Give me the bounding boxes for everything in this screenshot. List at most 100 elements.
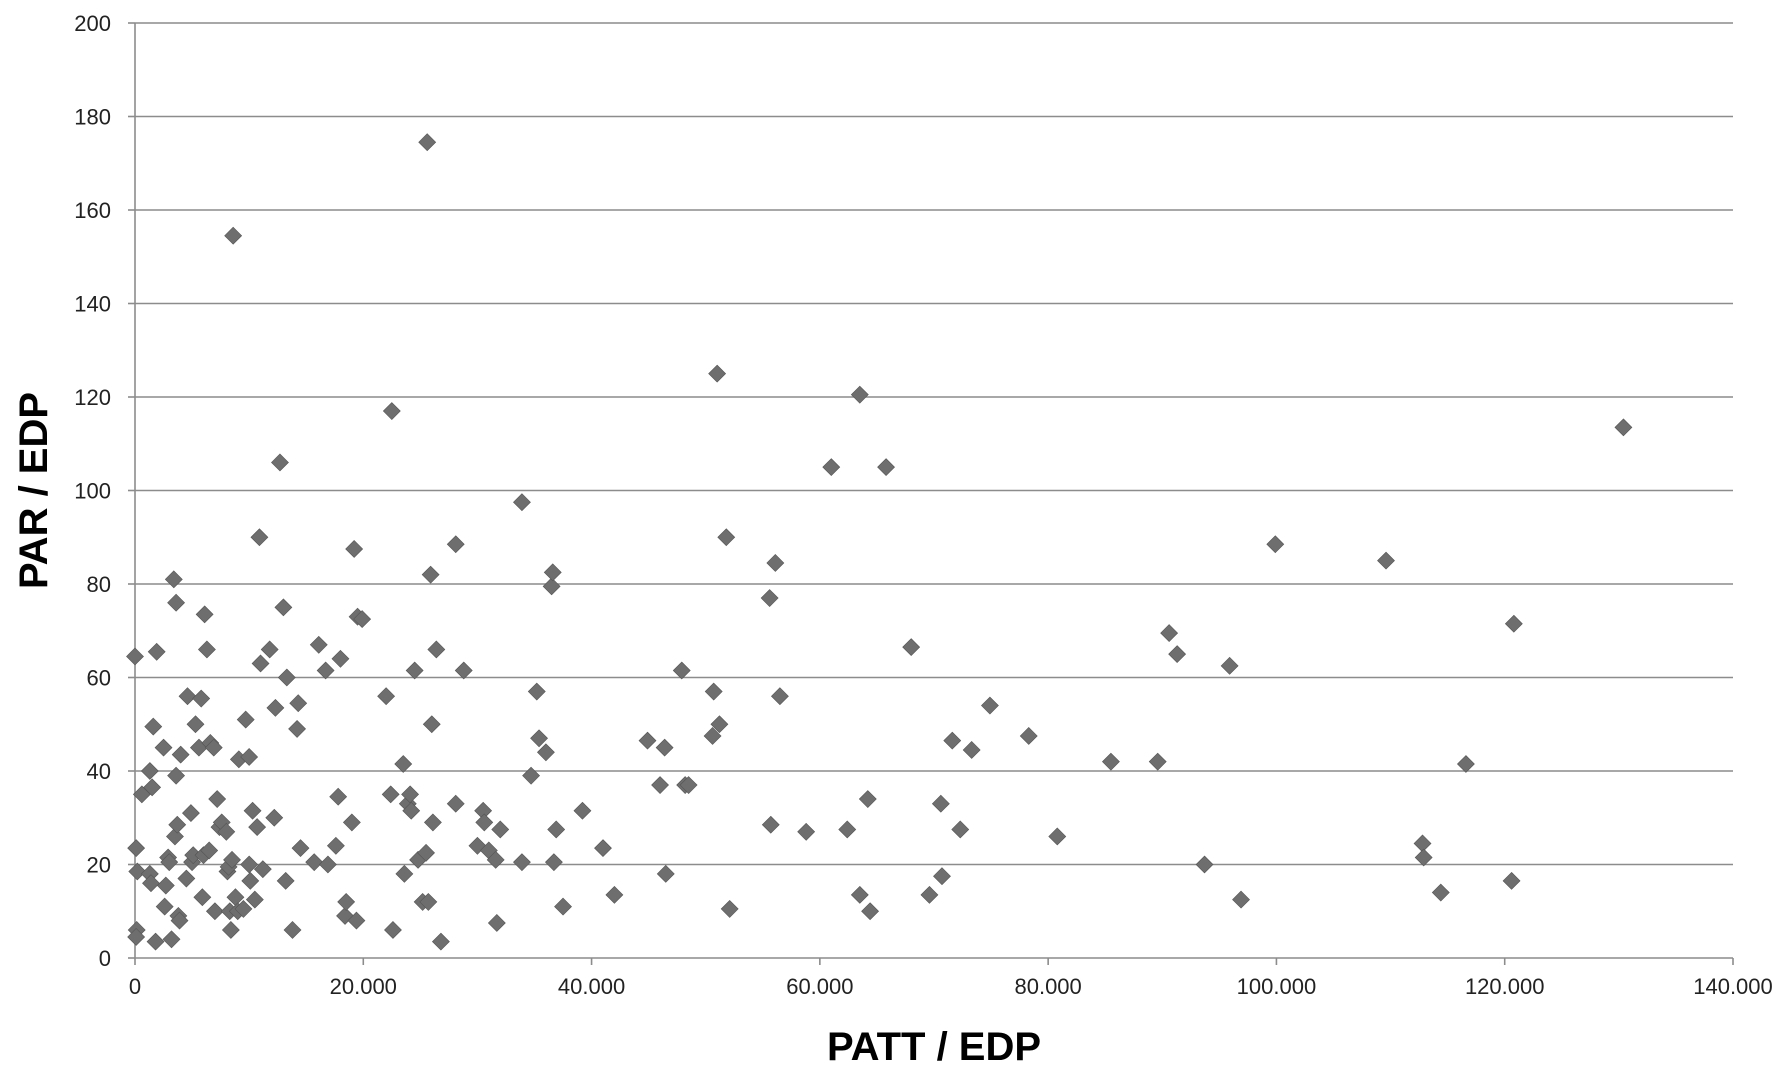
data-point — [720, 899, 739, 918]
data-point — [877, 458, 895, 477]
data-point — [250, 528, 269, 547]
data-point — [253, 860, 272, 879]
data-point — [1413, 834, 1432, 853]
data-point — [236, 710, 255, 729]
data-point — [142, 874, 160, 893]
data-point — [193, 888, 212, 907]
data-point — [554, 897, 572, 916]
x-tick-label: 0 — [129, 974, 141, 999]
x-tick-label: 40.000 — [558, 974, 625, 999]
axes — [128, 22, 1734, 965]
data-point — [316, 661, 335, 680]
data-point — [326, 836, 345, 855]
data-point — [234, 899, 253, 918]
data-point — [164, 570, 183, 589]
data-point — [382, 402, 401, 420]
data-point — [126, 647, 144, 666]
data-point — [345, 540, 364, 558]
y-tick-label: 0 — [99, 946, 111, 971]
data-point — [162, 930, 181, 949]
x-tick-label: 120.000 — [1465, 974, 1545, 999]
data-point — [1456, 755, 1475, 773]
data-point — [166, 827, 184, 846]
data-point — [353, 610, 372, 628]
x-tick-label: 140.000 — [1693, 974, 1773, 999]
data-point — [491, 820, 510, 839]
data-point — [861, 902, 880, 921]
data-point — [513, 853, 531, 872]
data-point — [1048, 827, 1067, 846]
data-point — [454, 661, 473, 680]
data-point — [128, 862, 147, 881]
data-point — [381, 785, 400, 804]
data-point — [761, 815, 780, 834]
data-point — [1101, 752, 1120, 771]
x-tick-label: 20.000 — [330, 974, 397, 999]
data-point — [542, 577, 561, 596]
data-point — [710, 715, 729, 734]
data-point — [981, 696, 999, 715]
data-point — [446, 535, 465, 554]
data-point — [305, 853, 324, 872]
data-point — [171, 745, 190, 764]
data-point — [245, 890, 264, 909]
y-tick-label: 120 — [74, 385, 111, 410]
y-tick-labels: 0 20 40 60 80 100 120 140 160 180 200 — [74, 11, 111, 971]
y-axis-title: PAR / EDP — [12, 392, 56, 589]
data-point — [530, 729, 548, 748]
data-point — [291, 839, 310, 858]
data-point — [418, 133, 437, 152]
data-point — [902, 638, 921, 657]
data-point — [127, 839, 146, 858]
data-point — [951, 820, 970, 839]
data-point — [329, 787, 348, 806]
data-point — [147, 642, 166, 661]
data-point — [1614, 418, 1633, 437]
data-point — [1431, 883, 1450, 902]
y-tick-label: 20 — [87, 853, 111, 878]
data-point — [127, 928, 146, 946]
data-point — [277, 668, 296, 687]
data-point — [402, 801, 421, 820]
data-point — [140, 762, 159, 780]
data-point — [419, 892, 438, 911]
data-point — [651, 776, 669, 794]
data-point — [182, 804, 200, 822]
data-point — [167, 766, 186, 785]
data-point — [178, 687, 197, 706]
data-point — [547, 820, 566, 839]
data-point — [475, 813, 494, 832]
data-point — [703, 727, 722, 745]
data-point — [638, 731, 657, 750]
data-points — [126, 133, 1633, 951]
data-point — [337, 892, 356, 911]
data-point — [177, 869, 196, 888]
data-point — [1266, 535, 1285, 554]
data-point — [797, 822, 816, 841]
data-point — [943, 731, 962, 750]
y-tick-label: 80 — [87, 572, 111, 597]
data-point — [933, 867, 951, 886]
data-point — [427, 640, 446, 659]
data-point — [405, 661, 424, 680]
data-point — [920, 885, 939, 904]
data-point — [704, 682, 723, 701]
data-point — [168, 815, 187, 834]
data-point — [1220, 656, 1239, 675]
data-point — [1160, 624, 1179, 643]
data-point — [395, 864, 414, 883]
data-point — [931, 794, 950, 813]
data-point — [513, 493, 531, 512]
data-point — [1232, 890, 1250, 909]
data-point — [423, 813, 442, 832]
data-point — [401, 785, 420, 804]
data-point — [1377, 551, 1395, 570]
data-point — [274, 598, 293, 617]
data-point — [197, 640, 216, 659]
data-point — [223, 850, 241, 869]
y-tick-label: 180 — [74, 105, 111, 130]
data-point — [208, 790, 227, 808]
data-point — [170, 911, 189, 930]
data-point — [331, 649, 350, 668]
